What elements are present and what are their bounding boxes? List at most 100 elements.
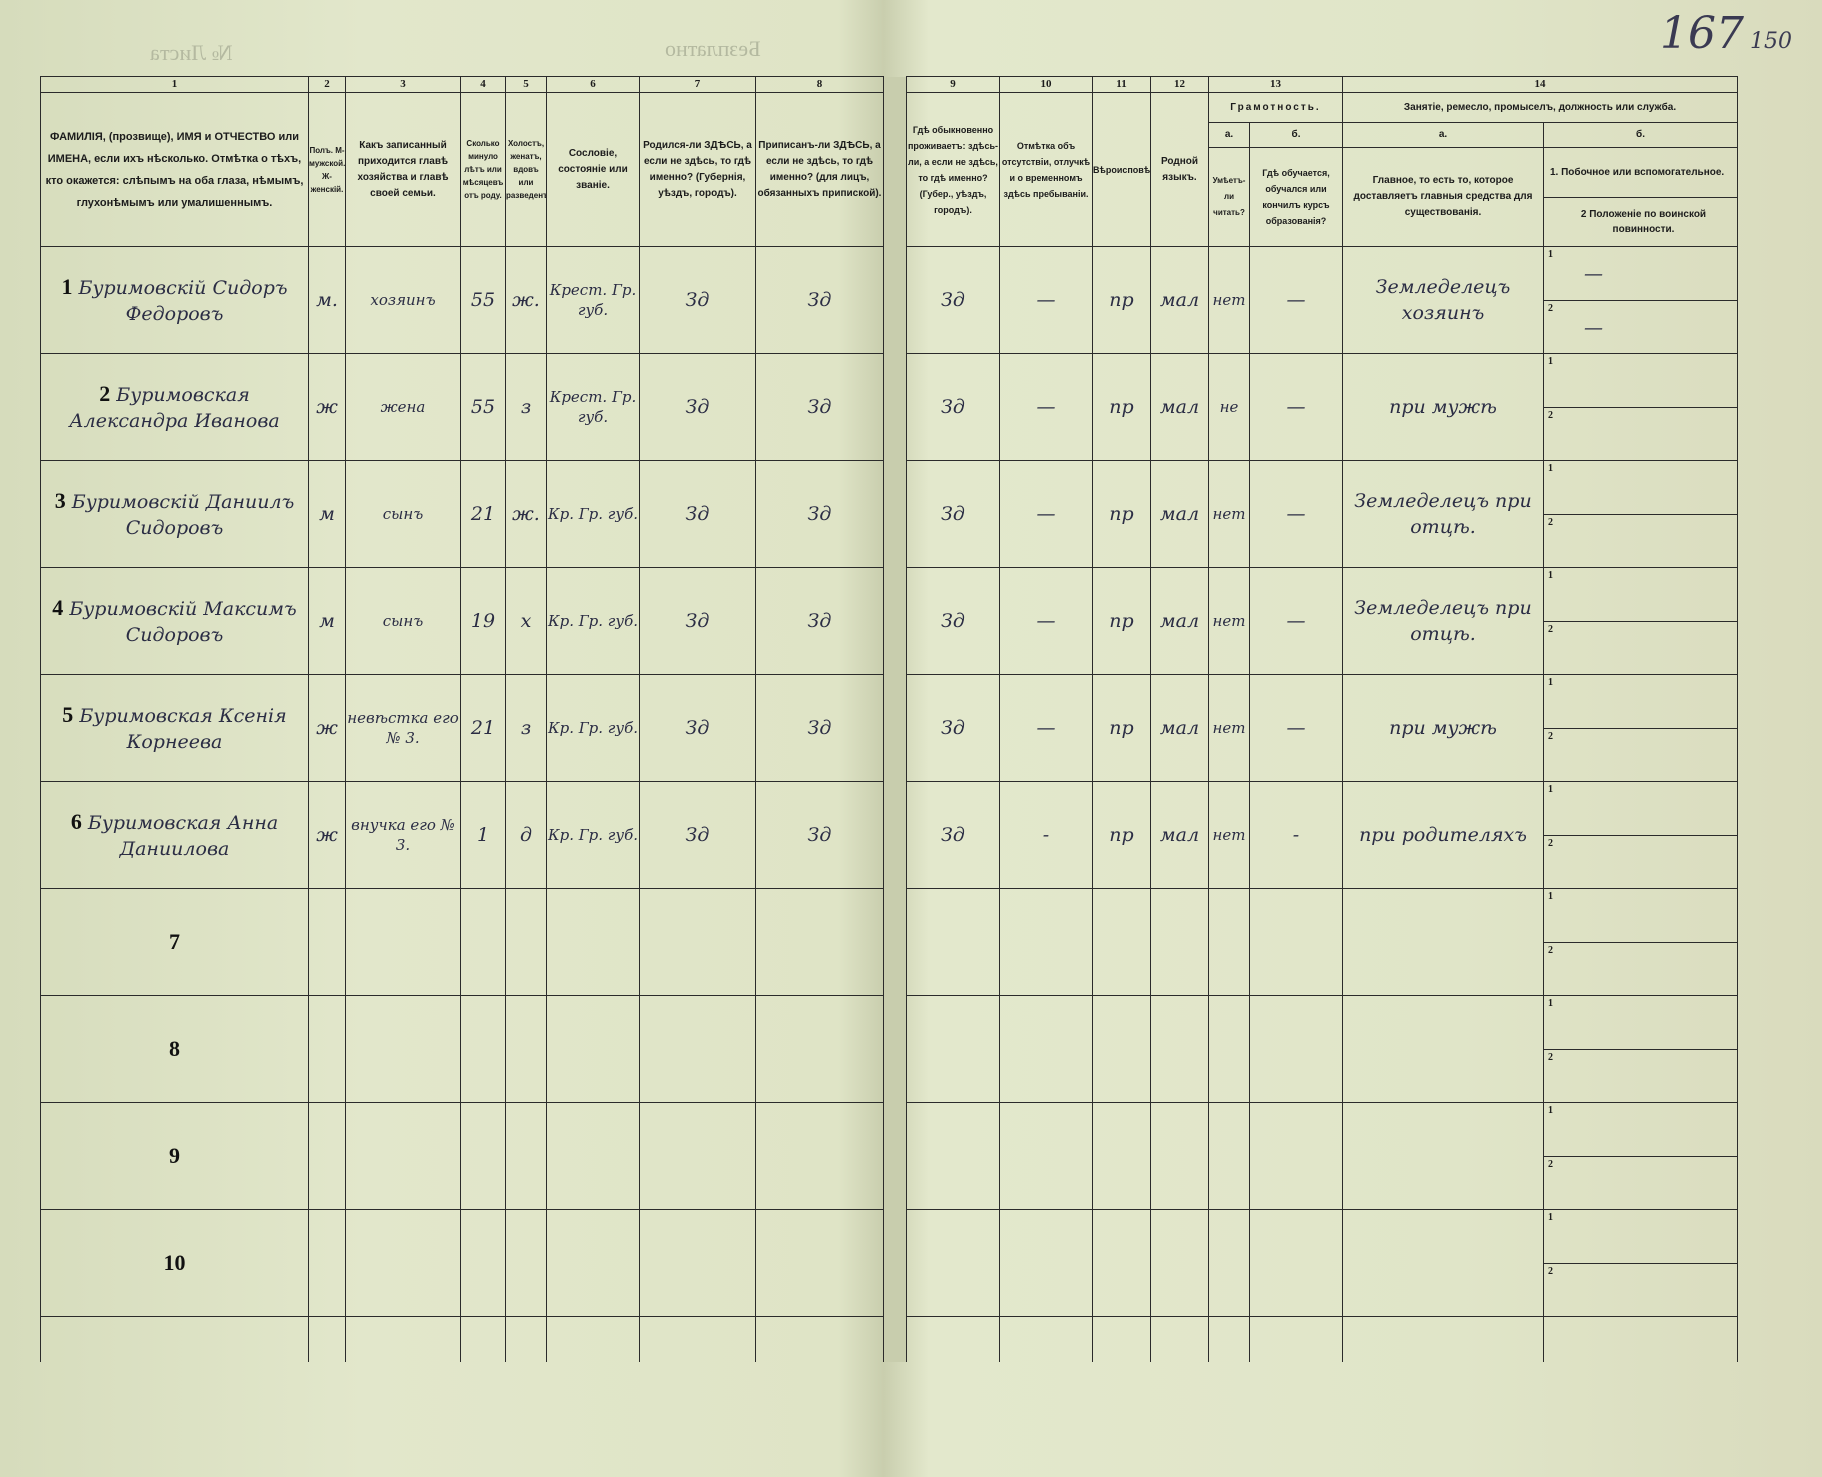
- education-cell: —: [1249, 353, 1343, 461]
- col-num: 14: [1342, 76, 1738, 93]
- header-occupation: Занятіе, ремесло, промыселъ, должность и…: [1342, 92, 1738, 123]
- col-num: 5: [505, 76, 547, 93]
- registered-cell: Зд: [755, 460, 884, 568]
- page-fold: [883, 781, 907, 889]
- faint-sheet-number: № Листа: [150, 40, 233, 65]
- header-sex: Полъ. М-мужской. Ж-женскій.: [308, 92, 346, 247]
- name-cell: 10: [40, 1209, 309, 1317]
- language-cell: [1150, 995, 1209, 1103]
- blank-cell: [345, 1316, 461, 1362]
- age-cell: 1: [460, 781, 506, 889]
- blank-cell: [1342, 1316, 1544, 1362]
- residence-cell: Зд: [906, 567, 1000, 675]
- page-fold: [883, 353, 907, 461]
- faint-free-of-charge: Безплатно: [665, 36, 761, 61]
- registered-cell: Зд: [755, 567, 884, 675]
- header-secondary-occupation: 1. Побочное или вспомогательное.: [1550, 166, 1725, 178]
- relation-cell: внучка его № 3.: [345, 781, 461, 889]
- header-main-occupation: Главное, то есть то, которое доставляетъ…: [1342, 147, 1544, 247]
- secondary-military-cell: 1 — 2 —: [1543, 246, 1738, 354]
- header-marital: Холостъ, женатъ, вдовъ или разведенъ.: [505, 92, 547, 247]
- occupation-cell: Земледелецъ при отцѣ.: [1342, 460, 1544, 568]
- occupation-cell: при мужѣ: [1342, 353, 1544, 461]
- marital-cell: д: [505, 781, 547, 889]
- registered-cell: Зд: [755, 246, 884, 354]
- sub-label: 2: [1548, 516, 1553, 528]
- occupation-cell: Земледелецъ при отцѣ.: [1342, 567, 1544, 675]
- row-number: 5: [62, 701, 74, 727]
- registered-cell: Зд: [755, 674, 884, 782]
- blank-cell: [1543, 1316, 1738, 1362]
- education-cell: [1249, 995, 1343, 1103]
- name-cell: 4 Буримовскій Максимъ Сидоровъ: [40, 567, 309, 675]
- relation-cell: [345, 995, 461, 1103]
- sex-cell: ж: [308, 353, 346, 461]
- blank-cell: [40, 1316, 309, 1362]
- marital-cell: [505, 1209, 547, 1317]
- person-name: Буримовскій Сидоръ Федоровъ: [78, 276, 288, 325]
- religion-cell: пр: [1092, 460, 1151, 568]
- header-13a-letter: а.: [1208, 122, 1250, 148]
- sub-label: 2: [1548, 623, 1553, 635]
- name-cell: 3 Буримовскій Даниилъ Сидоровъ: [40, 460, 309, 568]
- education-cell: —: [1249, 567, 1343, 675]
- age-cell: 21: [460, 460, 506, 568]
- col-num: 11: [1092, 76, 1151, 93]
- sex-cell: [308, 1209, 346, 1317]
- occupation-cell: [1342, 888, 1544, 996]
- relation-cell: сынъ: [345, 567, 461, 675]
- language-cell: мал: [1150, 674, 1209, 782]
- occupation-cell: при мужѣ: [1342, 674, 1544, 782]
- residence-cell: Зд: [906, 460, 1000, 568]
- col-num: 13: [1208, 76, 1343, 93]
- literacy-cell: не: [1208, 353, 1250, 461]
- estate-cell: [546, 1102, 640, 1210]
- row-number: 7: [169, 928, 180, 954]
- sub-label: 1: [1548, 1212, 1553, 1223]
- marital-cell: [505, 995, 547, 1103]
- page-fold: [883, 1316, 907, 1362]
- blank-cell: [308, 1316, 346, 1362]
- relation-cell: сынъ: [345, 460, 461, 568]
- page-fold: [883, 76, 907, 247]
- header-can-read: Умѣетъ-ли читать?: [1208, 147, 1250, 247]
- estate-cell: Крест. Гр. губ.: [546, 353, 640, 461]
- birthplace-cell: Зд: [639, 674, 756, 782]
- header-relation: Какъ записанный приходится главѣ хозяйст…: [345, 92, 461, 247]
- age-cell: [460, 1209, 506, 1317]
- registered-cell: [755, 1102, 884, 1210]
- col-num: 9: [906, 76, 1000, 93]
- education-cell: [1249, 1102, 1343, 1210]
- page-fold: [883, 567, 907, 675]
- occupation-cell: [1342, 1102, 1544, 1210]
- header-14b: 1. Побочное или вспомогательное. 2 Полож…: [1543, 147, 1738, 247]
- absence-cell: —: [999, 674, 1093, 782]
- estate-cell: Кр. Гр. губ.: [546, 674, 640, 782]
- estate-cell: [546, 995, 640, 1103]
- language-cell: [1150, 1102, 1209, 1210]
- relation-cell: невѣстка его № 3.: [345, 674, 461, 782]
- header-birthplace: Родился-ли ЗДѢСЬ, а если не здѣсь, то гд…: [639, 92, 756, 247]
- header-registered: Приписанъ-ли ЗДѢСЬ, а если не здѣсь, то …: [755, 92, 884, 247]
- literacy-cell: [1208, 1209, 1250, 1317]
- relation-cell: [345, 1209, 461, 1317]
- row-number: 3: [54, 487, 66, 513]
- language-cell: мал: [1150, 246, 1209, 354]
- relation-cell: [345, 1102, 461, 1210]
- literacy-cell: [1208, 888, 1250, 996]
- registered-cell: Зд: [755, 781, 884, 889]
- blank-cell: [1249, 1316, 1343, 1362]
- person-name: Буримовскій Максимъ Сидоровъ: [69, 597, 297, 646]
- marital-cell: ж.: [505, 460, 547, 568]
- religion-cell: [1092, 995, 1151, 1103]
- religion-cell: пр: [1092, 567, 1151, 675]
- sex-cell: [308, 888, 346, 996]
- census-row: 6 Буримовская Анна Даниилова ж внучка его …: [40, 781, 1738, 889]
- blank-cell: [906, 1316, 1000, 1362]
- residence-cell: [906, 995, 1000, 1103]
- education-cell: -: [1249, 781, 1343, 889]
- sub-label: 2: [1548, 409, 1553, 421]
